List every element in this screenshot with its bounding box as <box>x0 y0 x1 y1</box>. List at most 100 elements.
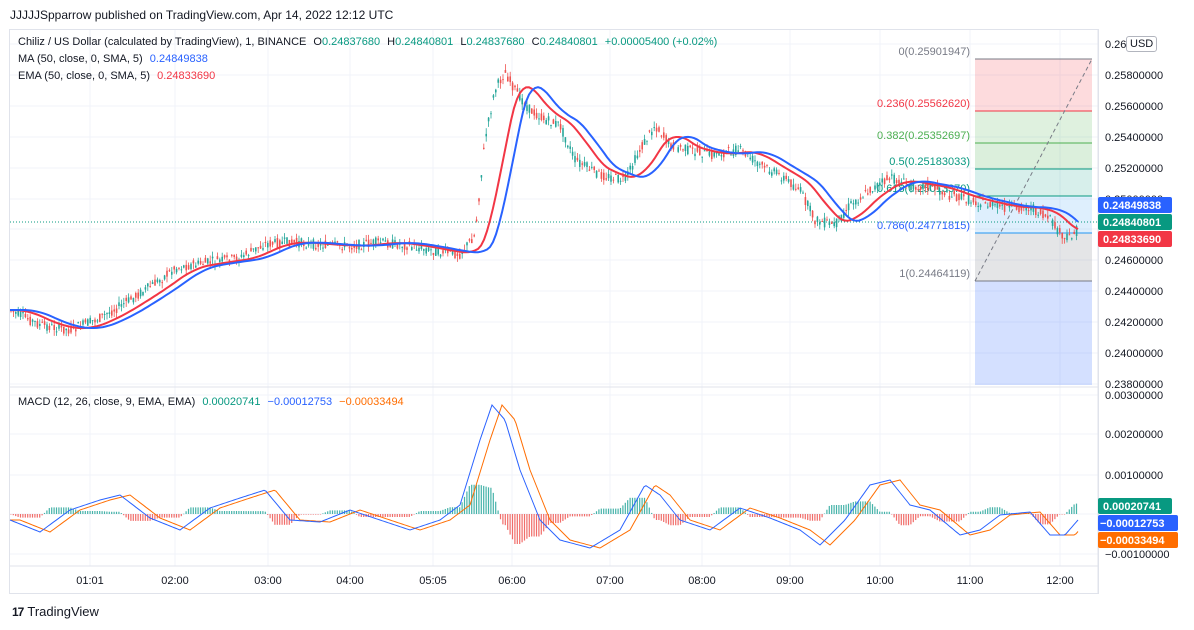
macd-histogram-bar <box>447 508 449 514</box>
candle-body <box>583 162 586 166</box>
candle-body <box>833 222 835 227</box>
candle-body <box>394 240 396 244</box>
macd-histogram-bar <box>36 514 38 518</box>
candle-body <box>790 179 792 188</box>
candle-body <box>29 316 31 325</box>
macd-histogram-bar <box>63 507 65 514</box>
candle-body <box>115 308 118 313</box>
ma-legend[interactable]: MA (50, close, 0, SMA, 5) 0.24849838 <box>18 53 208 65</box>
candle-body <box>737 150 739 152</box>
macd-axis[interactable]: 0.00300000 0.00200000 0.00100000 −0.0010… <box>1105 390 1170 561</box>
macd-histogram-bar <box>984 509 986 514</box>
candle-body <box>483 147 485 149</box>
tradingview-footer[interactable]: 17 TradingView <box>12 604 99 619</box>
candle-body <box>593 166 595 170</box>
macd-histogram-bar <box>459 507 461 514</box>
price-tick: 0.23800000 <box>1105 379 1163 391</box>
macd-histogram[interactable] <box>10 484 1078 544</box>
candle-body <box>187 265 190 270</box>
candle-body <box>761 161 763 165</box>
time-axis[interactable]: 01:01 02:00 03:00 04:00 05:05 06:00 07:0… <box>76 575 1074 587</box>
macd-histogram-bar <box>243 511 245 514</box>
macd-histogram-bar <box>859 501 862 514</box>
candle-body <box>295 237 298 244</box>
candle-body <box>255 247 257 252</box>
macd-histogram-bar <box>70 507 72 514</box>
macd-histogram-bar <box>1047 514 1049 525</box>
macd-histogram-bar <box>269 514 271 519</box>
candle-body <box>1037 214 1039 216</box>
macd-signal-badge <box>1098 532 1178 548</box>
candle-body <box>713 152 715 157</box>
candle-body <box>557 121 559 123</box>
macd-histogram-bar <box>461 502 463 514</box>
candle-body <box>427 247 430 251</box>
time-tick: 10:00 <box>866 575 894 587</box>
candle-body <box>677 147 679 152</box>
macd-histogram-bar <box>190 507 192 514</box>
candle-body <box>941 191 943 195</box>
macd-histogram-bar <box>219 510 221 514</box>
candle-body <box>511 82 514 91</box>
candle-body <box>917 189 919 191</box>
candle-body <box>514 85 516 88</box>
macd-histogram-bar <box>797 514 799 518</box>
candle-body <box>691 147 694 149</box>
macd-histogram-bar <box>898 514 900 524</box>
macd-legend[interactable]: MACD (12, 26, close, 9, EMA, EMA) 0.0002… <box>18 396 404 408</box>
candle-body <box>435 247 437 256</box>
macd-signal-line[interactable] <box>10 404 1079 549</box>
candle-body <box>1020 205 1023 211</box>
candle-body <box>300 238 303 246</box>
candle-body <box>795 188 797 190</box>
macd-histogram-bar <box>1001 508 1003 514</box>
macd-histogram-bar <box>257 511 259 514</box>
macd-histogram-bar <box>499 514 502 520</box>
macd-histogram-bar <box>538 514 540 537</box>
candle-body <box>274 239 276 243</box>
macd-histogram-bar <box>694 514 696 517</box>
macd-histogram-bar <box>430 511 432 514</box>
candle-body <box>898 179 900 184</box>
macd-histogram-bar <box>15 514 17 517</box>
candle-body <box>610 175 612 182</box>
time-tick: 09:00 <box>776 575 804 587</box>
candle-body <box>466 242 468 246</box>
candle-body <box>305 247 307 249</box>
currency-button[interactable]: USD <box>1126 36 1158 52</box>
macd-histogram-bar <box>847 503 850 514</box>
ema-legend[interactable]: EMA (50, close, 0, SMA, 5) 0.24833690 <box>18 70 215 82</box>
candle-body <box>46 324 48 331</box>
candle-body <box>293 239 295 243</box>
symbol-legend[interactable]: Chiliz / US Dollar (calculated by Tradin… <box>18 36 717 48</box>
candle-body <box>619 180 622 182</box>
ma-line[interactable] <box>10 86 1079 329</box>
candle-body <box>235 256 238 262</box>
macd-histogram-bar <box>281 514 283 525</box>
macd-histogram-bar <box>783 514 785 518</box>
candle-body <box>269 240 271 247</box>
macd-histogram-bar <box>622 505 624 514</box>
macd-histogram-bar <box>951 514 953 522</box>
macd-histogram-bar <box>24 514 26 518</box>
candle-body <box>60 325 63 328</box>
candle-body <box>1008 204 1011 208</box>
candle-body <box>437 246 439 255</box>
macd-line[interactable] <box>9 404 1079 549</box>
candle-body <box>490 113 492 115</box>
macd-histogram-bar <box>718 508 720 514</box>
candle-body <box>24 313 27 318</box>
macd-histogram-bar <box>739 507 742 514</box>
ema-line[interactable] <box>10 86 1079 330</box>
candle-body <box>39 323 41 326</box>
macd-histogram-bar <box>492 492 494 514</box>
candle-body <box>475 219 478 222</box>
candle-body <box>509 76 511 83</box>
candle-body <box>828 221 831 225</box>
macd-histogram-bar <box>31 514 34 518</box>
macd-histogram-bar <box>475 484 478 514</box>
candle-body <box>1042 210 1044 219</box>
macd-histogram-bar <box>444 508 446 514</box>
candle-body <box>504 70 507 73</box>
